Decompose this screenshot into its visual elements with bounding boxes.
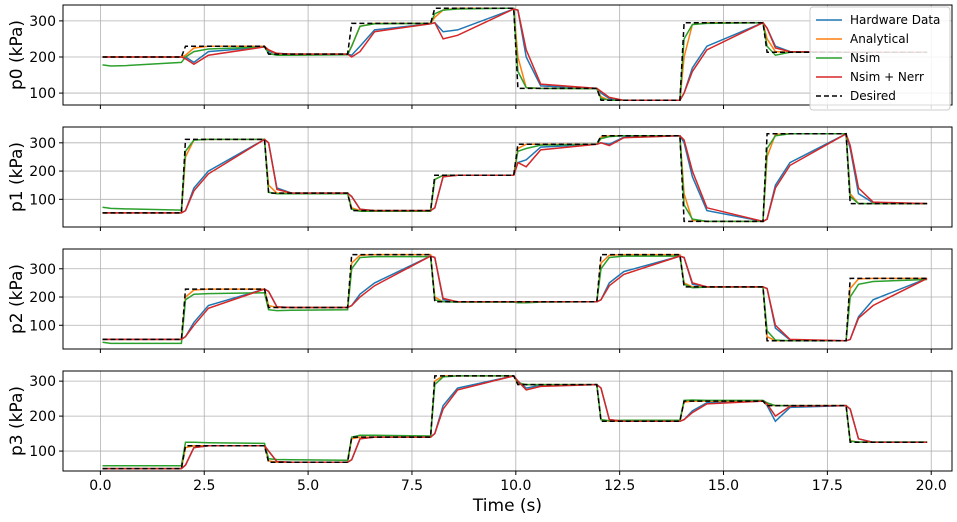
series-line [102, 8, 928, 102]
legend-label: Desired [850, 89, 896, 103]
series-line [102, 375, 928, 470]
x-tick-label: 20.0 [916, 478, 947, 494]
series-line [102, 133, 928, 223]
x-axis-label: Time (s) [472, 496, 542, 516]
y-tick-label: 300 [29, 136, 56, 152]
plot-frame [62, 248, 953, 350]
plot-lines [102, 253, 928, 345]
y-tick-label: 200 [29, 409, 56, 425]
series-line [102, 253, 928, 342]
plot-lines [102, 7, 928, 102]
legend-label: Analytical [850, 32, 909, 46]
series-line [102, 253, 928, 342]
y-tick-label: 100 [29, 192, 56, 208]
y-axis-label: p1 (kPa) [7, 142, 27, 212]
y-tick-label: 100 [29, 444, 56, 460]
x-tick-label: 12.5 [604, 478, 635, 494]
series-line [102, 255, 928, 342]
y-tick-label: 300 [29, 262, 56, 278]
y-tick-label: 300 [29, 14, 56, 30]
x-tick-label: 15.0 [708, 478, 739, 494]
x-tick-label: 0.0 [89, 478, 111, 494]
series-line [102, 375, 928, 470]
series-line [102, 132, 928, 223]
y-tick-label: 200 [29, 164, 56, 180]
plot-frame [62, 4, 953, 106]
plot-frame [62, 370, 953, 472]
series-line [102, 133, 928, 223]
series-line [102, 132, 928, 223]
y-axis-label: p2 (kPa) [7, 264, 27, 334]
legend-label: Hardware Data [850, 13, 940, 27]
x-tick-label: 7.5 [401, 478, 423, 494]
y-axis-label: p3 (kPa) [7, 386, 27, 456]
y-tick-label: 300 [29, 374, 56, 390]
plot-lines [102, 132, 928, 223]
y-axis-label: p0 (kPa) [7, 20, 27, 90]
y-tick-label: 200 [29, 290, 56, 306]
series-line [102, 7, 928, 102]
series-line [102, 375, 928, 467]
series-line [102, 375, 928, 470]
series-line [102, 375, 928, 470]
x-tick-label: 10.0 [500, 478, 531, 494]
plot-frame [62, 126, 953, 228]
y-tick-label: 100 [29, 318, 56, 334]
series-line [102, 7, 928, 102]
y-tick-label: 200 [29, 50, 56, 66]
legend-box [809, 6, 951, 111]
x-tick-label: 2.5 [193, 478, 215, 494]
legend-label: Nsim [850, 51, 880, 65]
x-tick-label: 5.0 [297, 478, 319, 494]
x-tick-label: 17.5 [812, 478, 843, 494]
series-line [102, 133, 928, 223]
y-tick-label: 100 [29, 86, 56, 102]
legend-label: Nsim + Nerr [850, 70, 924, 84]
plot-lines [102, 375, 928, 470]
